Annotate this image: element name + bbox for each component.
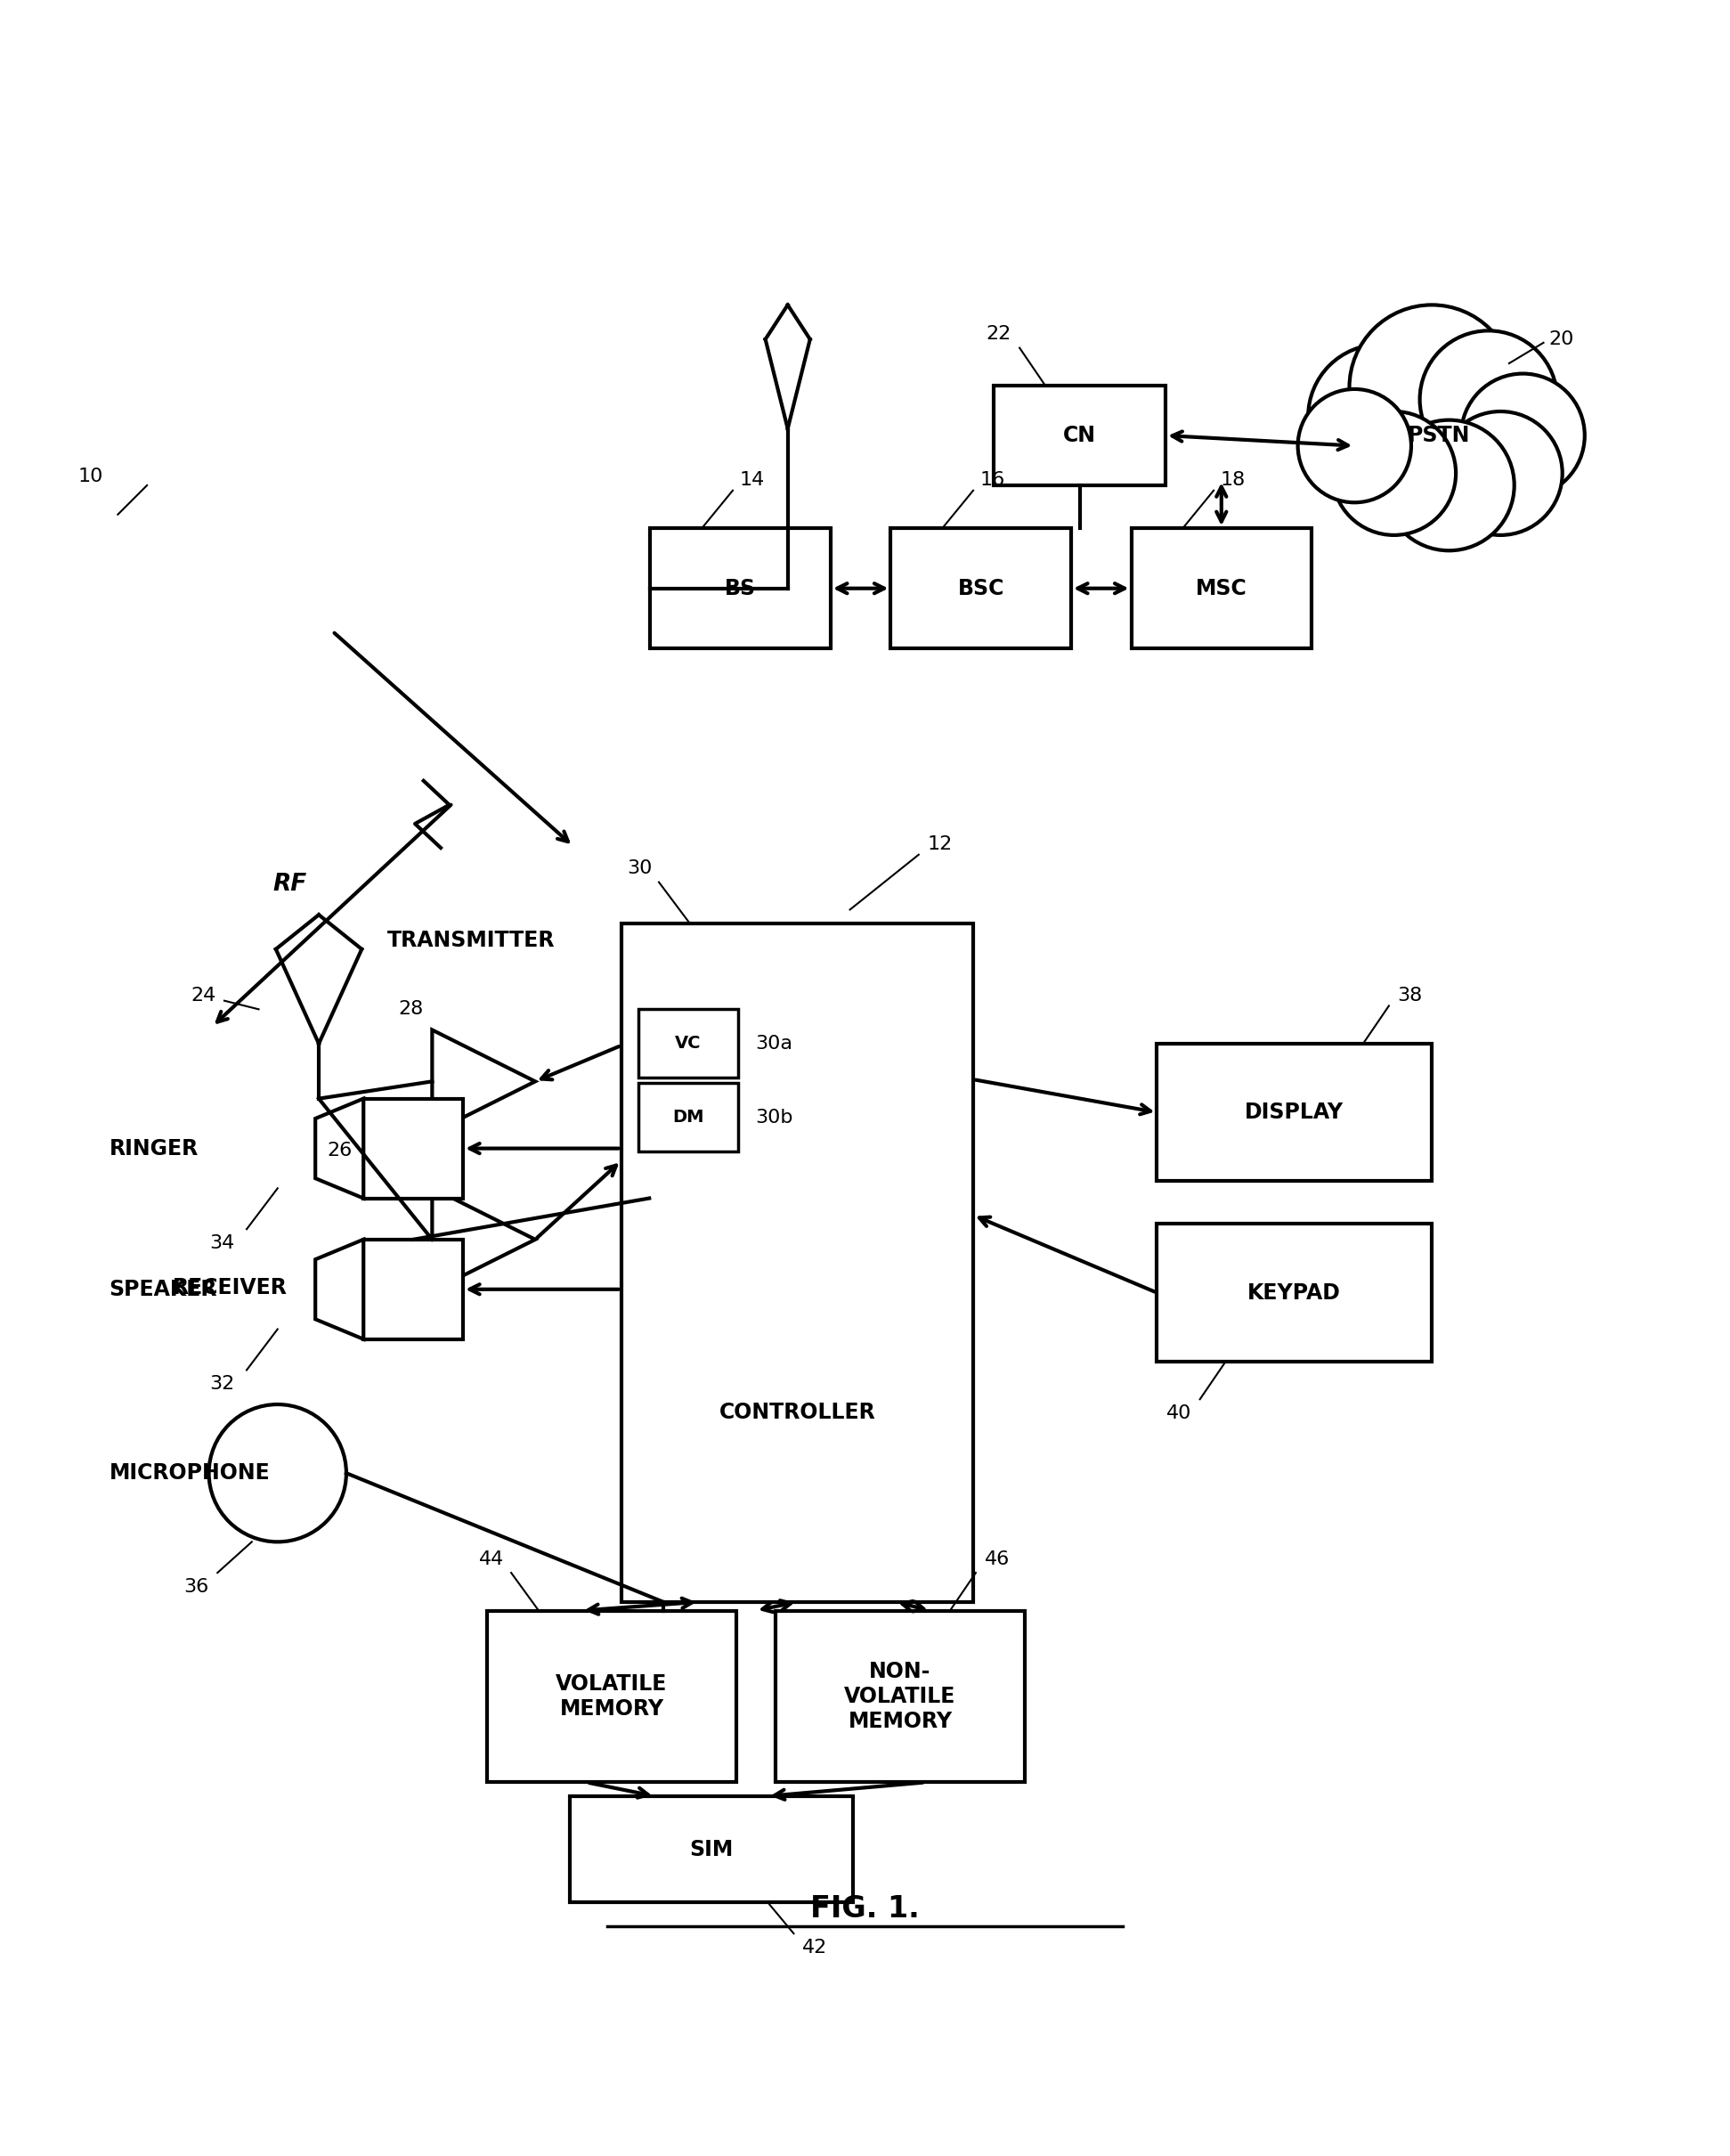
Text: DM: DM bbox=[673, 1108, 704, 1125]
Text: 30a: 30a bbox=[754, 1035, 792, 1052]
Text: 20: 20 bbox=[1548, 330, 1574, 347]
Text: 30: 30 bbox=[626, 860, 652, 877]
Text: BS: BS bbox=[725, 578, 756, 599]
Bar bbox=[569, 1796, 853, 1902]
Text: MSC: MSC bbox=[1195, 578, 1247, 599]
Polygon shape bbox=[315, 1240, 363, 1339]
Text: CN: CN bbox=[1064, 425, 1097, 446]
Text: 46: 46 bbox=[984, 1550, 1010, 1567]
Text: 22: 22 bbox=[986, 326, 1010, 343]
Text: SPEAKER: SPEAKER bbox=[109, 1279, 218, 1300]
Text: RF: RF bbox=[272, 873, 306, 895]
Text: 42: 42 bbox=[803, 1938, 827, 1955]
Text: FIG. 1.: FIG. 1. bbox=[810, 1893, 920, 1923]
Polygon shape bbox=[432, 1188, 535, 1291]
Text: SIM: SIM bbox=[689, 1839, 734, 1861]
Text: 16: 16 bbox=[981, 472, 1005, 489]
Bar bbox=[1157, 1225, 1432, 1360]
Circle shape bbox=[209, 1404, 346, 1542]
Text: DISPLAY: DISPLAY bbox=[1246, 1102, 1344, 1123]
Bar bbox=[638, 1082, 739, 1151]
Polygon shape bbox=[432, 1031, 535, 1132]
Bar bbox=[1131, 528, 1311, 649]
Text: 40: 40 bbox=[1166, 1404, 1192, 1423]
Text: 18: 18 bbox=[1221, 472, 1246, 489]
Text: 32: 32 bbox=[209, 1376, 235, 1393]
Bar bbox=[993, 386, 1166, 485]
Text: 14: 14 bbox=[740, 472, 765, 489]
Text: KEYPAD: KEYPAD bbox=[1247, 1283, 1341, 1304]
Bar bbox=[621, 923, 974, 1602]
Text: 38: 38 bbox=[1398, 987, 1422, 1005]
Text: 34: 34 bbox=[209, 1233, 235, 1253]
Bar bbox=[363, 1100, 464, 1199]
Text: BSC: BSC bbox=[958, 578, 1003, 599]
Bar bbox=[775, 1611, 1024, 1783]
Text: 28: 28 bbox=[398, 1000, 424, 1018]
Bar bbox=[1157, 1044, 1432, 1181]
Text: PSTN: PSTN bbox=[1408, 425, 1470, 446]
Text: 26: 26 bbox=[327, 1141, 353, 1160]
Polygon shape bbox=[315, 1100, 363, 1199]
Text: NON-
VOLATILE
MEMORY: NON- VOLATILE MEMORY bbox=[844, 1660, 957, 1731]
Text: CONTROLLER: CONTROLLER bbox=[720, 1401, 875, 1423]
Bar bbox=[363, 1240, 464, 1339]
Text: TRANSMITTER: TRANSMITTER bbox=[388, 929, 555, 951]
Text: RECEIVER: RECEIVER bbox=[173, 1276, 287, 1298]
Text: 44: 44 bbox=[479, 1550, 505, 1567]
Text: VC: VC bbox=[675, 1035, 701, 1052]
Text: 36: 36 bbox=[183, 1578, 209, 1595]
Bar bbox=[650, 528, 830, 649]
Text: VOLATILE
MEMORY: VOLATILE MEMORY bbox=[555, 1673, 668, 1720]
Bar bbox=[891, 528, 1071, 649]
Text: RINGER: RINGER bbox=[109, 1138, 199, 1160]
Text: 12: 12 bbox=[927, 837, 953, 854]
Bar bbox=[488, 1611, 737, 1783]
Text: 10: 10 bbox=[78, 468, 104, 485]
Text: 24: 24 bbox=[190, 987, 216, 1005]
Text: MICROPHONE: MICROPHONE bbox=[109, 1462, 270, 1483]
Text: 30b: 30b bbox=[754, 1108, 792, 1125]
Bar bbox=[638, 1009, 739, 1078]
